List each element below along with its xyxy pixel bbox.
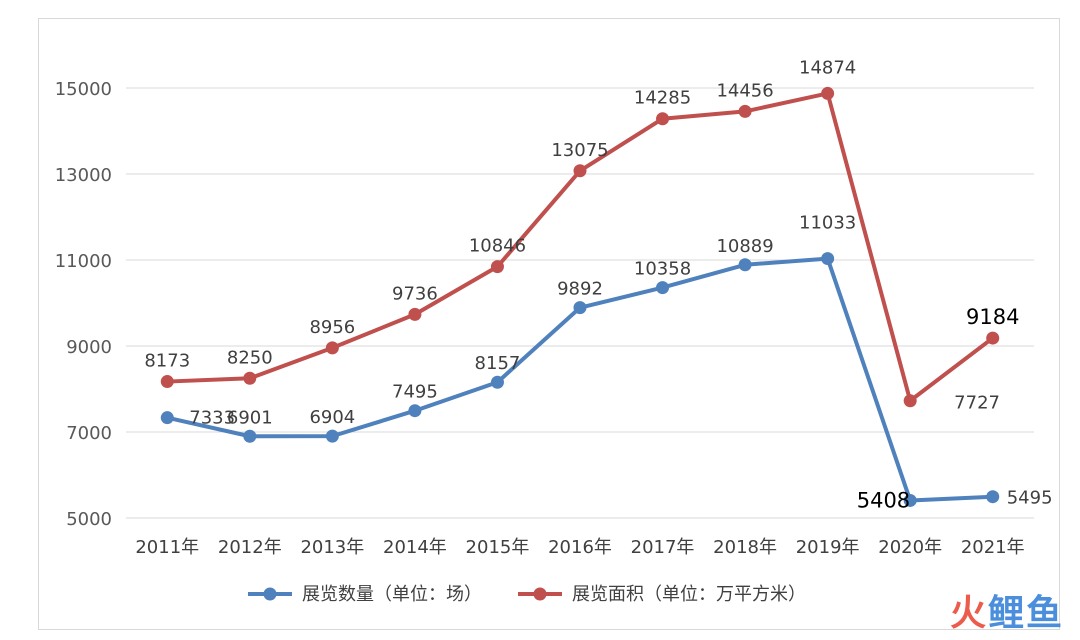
data-label: 7727: [954, 393, 1000, 414]
x-tick-label: 2020年: [878, 537, 942, 558]
data-label: 13075: [551, 140, 608, 161]
data-point: [573, 164, 587, 178]
y-tick-label: 11000: [55, 251, 112, 272]
data-point: [408, 404, 422, 418]
y-axis-ticks: 5000 7000 9000 11000 13000 15000: [55, 79, 112, 530]
x-tick-label: 2015年: [466, 537, 530, 558]
x-axis-ticks: 2011年 2012年 2013年 2014年 2015年 2016年 2017年 2018年…: [135, 537, 1024, 558]
data-label: 7495: [392, 382, 438, 403]
data-point: [325, 429, 339, 443]
data-point: [903, 394, 917, 408]
data-label: 5495: [1007, 488, 1053, 509]
data-label: 6904: [309, 407, 355, 428]
data-label: 9892: [557, 279, 603, 300]
y-tick-label: 5000: [66, 509, 112, 530]
data-point: [656, 281, 670, 295]
data-label: 5408: [857, 488, 910, 512]
data-label: 14874: [799, 57, 856, 78]
legend-label: 展览数量（单位：场）: [302, 584, 482, 605]
data-label: 10846: [469, 236, 526, 257]
legend-label: 展览面积（单位：万平方米）: [572, 584, 806, 605]
x-tick-label: 2011年: [135, 537, 199, 558]
data-point: [160, 411, 174, 425]
data-label: 14456: [716, 80, 773, 101]
x-tick-label: 2019年: [796, 537, 860, 558]
watermark-logo: 火鲤鱼: [949, 593, 1064, 634]
data-point: [903, 493, 917, 507]
legend-marker: [533, 587, 547, 601]
x-tick-label: 2016年: [548, 537, 612, 558]
data-label: 8173: [144, 351, 190, 372]
x-tick-label: 2018年: [713, 537, 777, 558]
chart-frame: [38, 18, 1060, 630]
data-point: [821, 86, 835, 100]
data-point: [986, 331, 1000, 345]
data-point: [986, 490, 1000, 504]
series-lines: [160, 86, 1000, 507]
data-point: [243, 429, 257, 443]
data-point: [325, 341, 339, 355]
data-point: [160, 375, 174, 389]
y-tick-label: 13000: [55, 165, 112, 186]
data-label: 7333: [189, 408, 235, 429]
data-label: 10889: [716, 236, 773, 257]
y-tick-label: 9000: [66, 337, 112, 358]
legend-marker: [263, 587, 277, 601]
data-point: [243, 371, 257, 385]
x-tick-label: 2014年: [383, 537, 447, 558]
y-tick-label: 15000: [55, 79, 112, 100]
data-label: 8956: [309, 317, 355, 338]
data-label: 8250: [227, 347, 273, 368]
data-label: 9736: [392, 283, 438, 304]
data-point: [656, 112, 670, 126]
data-point: [490, 260, 504, 274]
x-tick-label: 2021年: [961, 537, 1025, 558]
data-label: 6901: [227, 407, 273, 428]
data-label: 10358: [634, 259, 691, 280]
data-label: 9184: [966, 305, 1019, 329]
data-label: 14285: [634, 88, 691, 109]
y-tick-label: 7000: [66, 423, 112, 444]
x-tick-label: 2013年: [300, 537, 364, 558]
gridlines: [126, 87, 1034, 519]
legend: 展览数量（单位：场） 展览面积（单位：万平方米）: [248, 584, 806, 605]
data-point: [573, 301, 587, 315]
data-point: [821, 252, 835, 266]
data-point: [490, 375, 504, 389]
data-point: [738, 104, 752, 118]
x-tick-label: 2012年: [218, 537, 282, 558]
data-point: [408, 307, 422, 321]
data-label: 11033: [799, 213, 856, 234]
data-point: [738, 258, 752, 272]
x-tick-label: 2017年: [631, 537, 695, 558]
data-label: 8157: [475, 353, 521, 374]
